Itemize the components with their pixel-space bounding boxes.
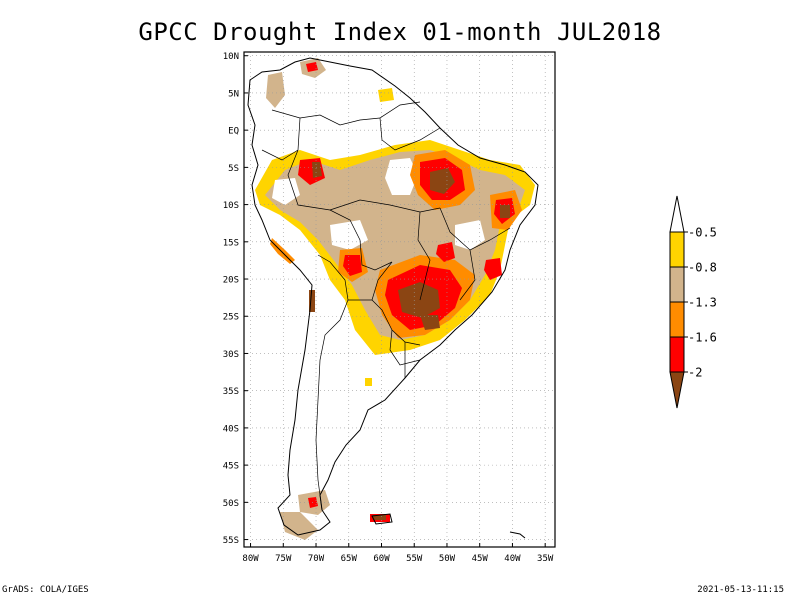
drought-area-red xyxy=(343,255,362,276)
drought-area-yellow xyxy=(378,88,394,102)
footer-timestamp: 2021-05-13-11:15 xyxy=(697,585,784,595)
lat-tick-label: 55S xyxy=(223,536,239,546)
lon-tick-label: 45W xyxy=(472,554,489,564)
country-borders xyxy=(261,101,511,511)
color-bar-legend: -0.5 -0.8 -1.3 -1.6 -2 xyxy=(669,195,717,409)
lat-tick-label: 5N xyxy=(228,89,239,99)
drought-area-yellow xyxy=(365,378,372,386)
drought-area-red xyxy=(436,242,455,262)
no-drought-area xyxy=(455,220,485,250)
lat-tick-label: 30S xyxy=(223,350,239,360)
lat-tick-label: EQ xyxy=(228,127,239,137)
lat-tick-label: 10N xyxy=(223,52,239,62)
drought-area-brown xyxy=(312,162,322,178)
lat-tick-label: 15S xyxy=(223,238,239,248)
lon-tick-label: 50W xyxy=(439,554,456,564)
legend-swatch xyxy=(669,301,685,338)
legend-arrow-bottom xyxy=(669,371,685,409)
map-frame xyxy=(243,51,556,548)
map-title: GPCC Drought Index 01-month JUL2018 xyxy=(138,18,662,46)
map-gridlines xyxy=(244,52,555,547)
lon-tick-label: 70W xyxy=(308,554,325,564)
drought-area-brown xyxy=(500,205,510,218)
no-drought-area xyxy=(330,220,368,250)
lat-tick-label: 50S xyxy=(223,499,239,509)
lat-tick-label: 25S xyxy=(223,313,239,323)
lon-tick-label: 40W xyxy=(504,554,521,564)
lon-tick-label: 65W xyxy=(341,554,358,564)
lon-tick-label: 80W xyxy=(242,554,259,564)
drought-area-brown xyxy=(420,315,440,330)
lat-tick-label: 20S xyxy=(223,276,239,286)
legend-label: -2 xyxy=(688,366,702,380)
no-drought-area xyxy=(385,158,418,195)
drought-shading xyxy=(255,58,535,540)
coastline xyxy=(247,57,539,539)
drought-area-brown xyxy=(373,515,386,520)
footer-credit: GrADS: COLA/IGES xyxy=(2,585,89,595)
legend-swatch xyxy=(669,336,685,373)
legend-label: -1.3 xyxy=(688,296,717,310)
lat-tick-label: 35S xyxy=(223,387,239,397)
lat-tick-label: 45S xyxy=(223,462,239,472)
drought-area-brown xyxy=(398,282,440,318)
legend-swatch xyxy=(669,231,685,268)
drought-area-orange xyxy=(270,238,295,264)
legend-label: -0.5 xyxy=(688,226,717,240)
legend-label: -0.8 xyxy=(688,261,717,275)
lon-tick-label: 35W xyxy=(537,554,554,564)
legend-arrow-top xyxy=(669,195,685,233)
drought-area-brown xyxy=(430,168,455,194)
drought-area-red xyxy=(484,258,502,280)
legend-label: -1.6 xyxy=(688,331,717,345)
lat-tick-label: 40S xyxy=(223,424,239,434)
lon-tick-label: 60W xyxy=(373,554,390,564)
drought-area-red xyxy=(306,62,318,72)
no-drought-area xyxy=(272,178,300,205)
longitude-labels: 80W 75W 70W 65W 60W 55W 50W 45W 40W 35W xyxy=(242,543,554,564)
legend-swatch xyxy=(669,266,685,303)
drought-area-tan xyxy=(266,72,285,108)
lat-tick-label: 5S xyxy=(228,164,239,174)
lat-tick-label: 10S xyxy=(223,201,239,211)
lon-tick-label: 75W xyxy=(275,554,292,564)
lon-tick-label: 55W xyxy=(406,554,423,564)
latitude-labels: 10N 5N EQ 5S 10S 15S 20S 25S 30S 35S 40S 45S 50S 55S xyxy=(223,52,248,546)
